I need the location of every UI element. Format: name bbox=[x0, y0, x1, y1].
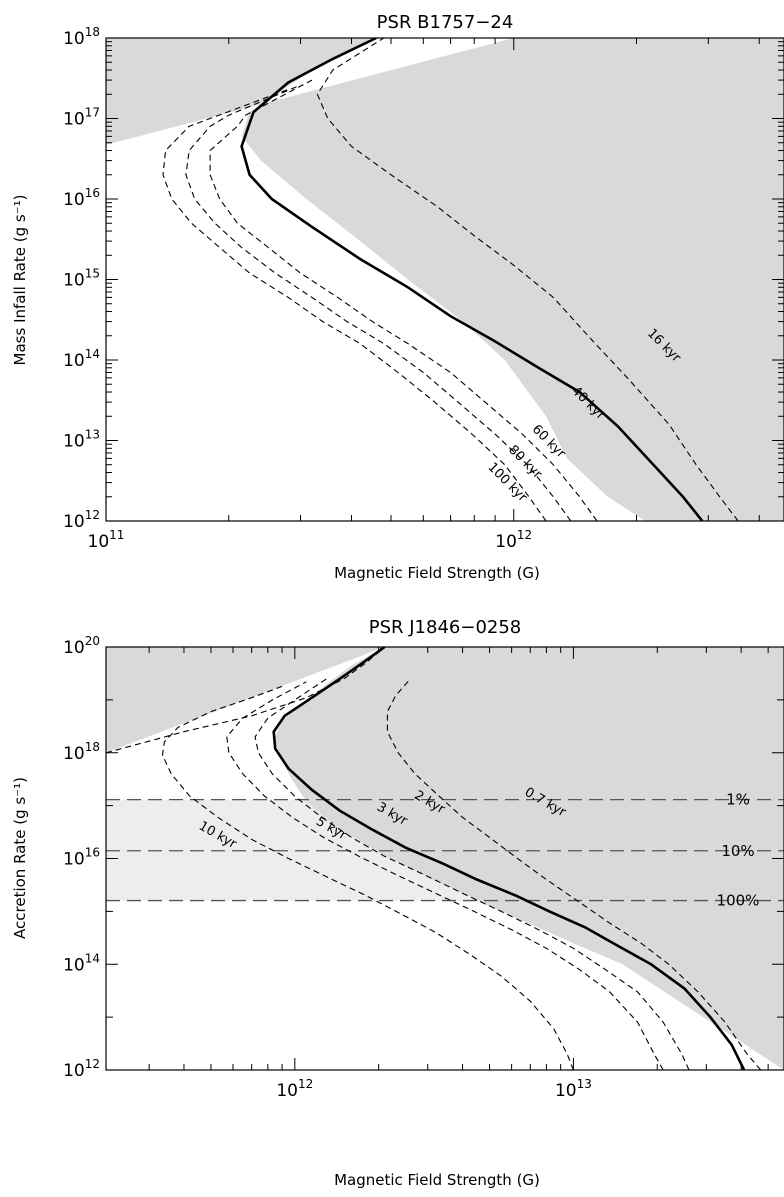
chart-title: PSR J1846−0258 bbox=[369, 617, 522, 638]
efficiency-label: 1% bbox=[726, 791, 750, 809]
series-line bbox=[254, 678, 690, 1070]
y-tick-label: 1018 bbox=[63, 25, 100, 49]
allowed-region bbox=[106, 38, 646, 521]
x-axis-label: Magnetic Field Strength (G) bbox=[334, 1171, 540, 1189]
y-tick-label: 1013 bbox=[63, 428, 100, 452]
series-line bbox=[185, 84, 572, 521]
axes: 1% 10% 100% 1012 1013 1012 1014 1016 1018 1020 bbox=[63, 634, 784, 1101]
y-tick-label: 1012 bbox=[63, 508, 100, 532]
series-line bbox=[226, 681, 664, 1070]
y-tick-label: 1016 bbox=[63, 846, 100, 870]
series-line bbox=[386, 678, 762, 1070]
y-tick-label: 1014 bbox=[63, 347, 100, 371]
y-axis-label: Accretion Rate (g s⁻¹) bbox=[11, 777, 29, 939]
x-axis-label: Magnetic Field Strength (G) bbox=[334, 564, 540, 582]
x-tick-label: 1013 bbox=[555, 1077, 592, 1101]
series-line bbox=[161, 685, 574, 1070]
series-line bbox=[162, 88, 547, 521]
y-tick-label: 1018 bbox=[63, 740, 100, 764]
series-line bbox=[316, 38, 739, 521]
y-tick-label: 1017 bbox=[63, 106, 100, 130]
series-line bbox=[272, 647, 746, 1070]
y-tick-label: 1016 bbox=[63, 186, 100, 210]
series-line bbox=[240, 38, 704, 521]
series-line bbox=[106, 647, 385, 754]
efficiency-label: 10% bbox=[721, 842, 754, 860]
y-tick-label: 1014 bbox=[63, 951, 100, 975]
y-axis-label: Mass Infall Rate (g s⁻¹) bbox=[11, 195, 29, 366]
y-tick-label: 1015 bbox=[63, 267, 100, 291]
x-tick-label: 1012 bbox=[495, 528, 532, 552]
x-tick-label: 1012 bbox=[276, 1077, 313, 1101]
efficiency-label: 100% bbox=[717, 892, 760, 910]
x-tick-label: 1011 bbox=[88, 528, 125, 552]
y-tick-label: 1012 bbox=[63, 1057, 100, 1081]
chart-title: PSR B1757−24 bbox=[377, 12, 514, 33]
allowed-region bbox=[106, 647, 784, 1070]
y-tick-label: 1020 bbox=[63, 634, 100, 658]
